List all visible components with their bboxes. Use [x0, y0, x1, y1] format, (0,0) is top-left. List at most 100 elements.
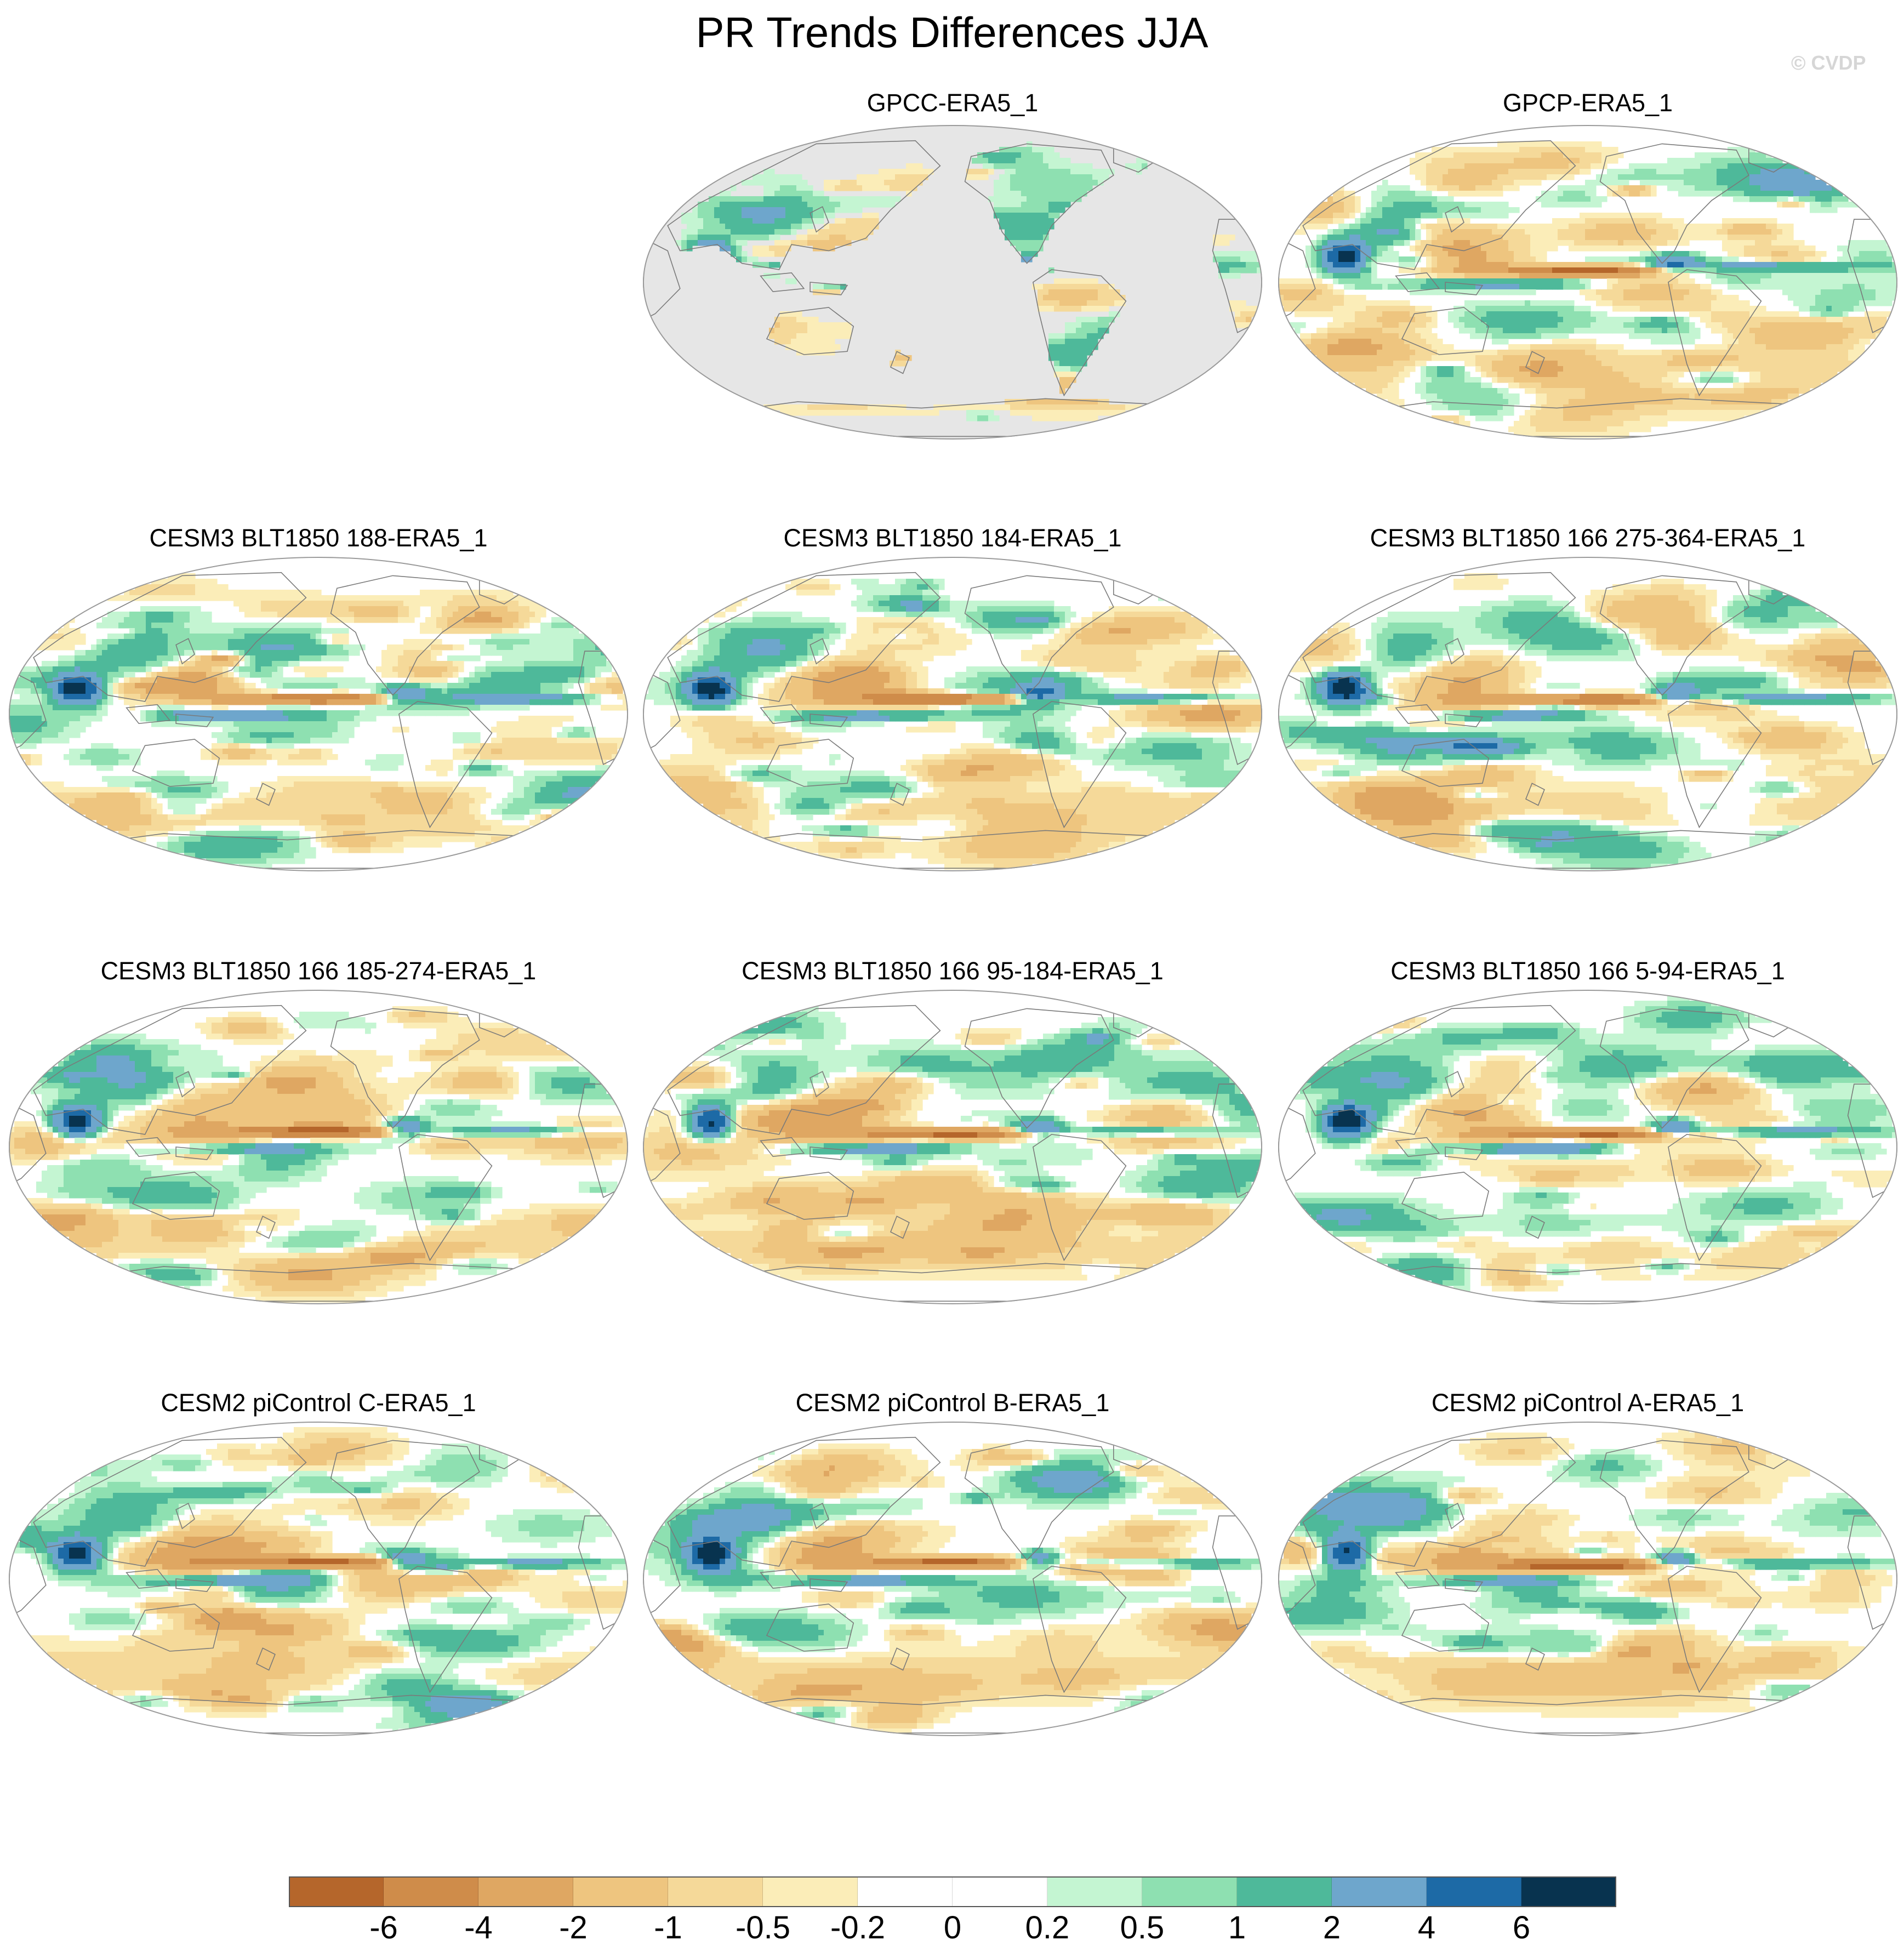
- contour-cell: [1662, 377, 1668, 383]
- contour-cell: [1432, 284, 1438, 290]
- contour-cell: [1760, 218, 1766, 224]
- contour-cell: [1081, 415, 1087, 421]
- contour-cell: [1881, 278, 1887, 284]
- contour-cell: [1410, 355, 1416, 361]
- contour-cell: [780, 311, 786, 317]
- contour-cell: [813, 328, 819, 334]
- contour-cell: [1432, 174, 1438, 180]
- contour-cell: [1640, 180, 1646, 186]
- contour-cell: [1426, 202, 1432, 208]
- contour-cell: [1344, 262, 1350, 268]
- contour-cell: [1437, 196, 1443, 202]
- contour-cell: [862, 235, 868, 241]
- contour-cell: [1645, 191, 1651, 197]
- contour-cell: [966, 169, 972, 175]
- contour-cell: [1689, 361, 1695, 367]
- contour-cell: [884, 410, 890, 416]
- contour-cell: [1580, 388, 1586, 394]
- contour-cell: [1689, 169, 1695, 175]
- contour-cell: [1453, 399, 1460, 405]
- contour-cell: [1799, 191, 1805, 197]
- contour-cell: [1667, 300, 1673, 306]
- contour-cell: [1558, 361, 1564, 367]
- contour-cell: [1426, 322, 1432, 328]
- contour-cell: [1536, 273, 1542, 279]
- contour-cell: [1815, 185, 1821, 191]
- contour-cell: [1766, 377, 1772, 383]
- contour-cell: [731, 185, 737, 191]
- contour-cell: [1585, 158, 1591, 164]
- contour-cell: [1684, 289, 1690, 295]
- contour-cell: [1656, 289, 1662, 295]
- contour-cell: [742, 235, 748, 241]
- contour-cell: [1634, 317, 1640, 323]
- contour-cell: [1355, 295, 1361, 301]
- contour-cell: [999, 202, 1005, 208]
- contour-cell: [1076, 317, 1082, 323]
- contour-cell: [1722, 399, 1728, 405]
- contour-cell: [1623, 169, 1629, 175]
- contour-cell: [1700, 311, 1706, 317]
- contour-cell: [1120, 404, 1126, 410]
- contour-cell: [1393, 207, 1399, 213]
- contour-cell: [1634, 169, 1640, 175]
- contour-cell: [1738, 191, 1745, 197]
- contour-cell: [1886, 289, 1892, 295]
- contour-cell: [1815, 251, 1821, 257]
- contour-cell: [1481, 246, 1487, 252]
- contour-cell: [1508, 383, 1514, 389]
- contour-cell: [1393, 235, 1399, 241]
- contour-cell: [1788, 256, 1794, 263]
- contour-cell: [895, 350, 901, 356]
- contour-cell: [802, 224, 808, 230]
- contour-cell: [846, 404, 852, 410]
- contour-cell: [1760, 311, 1766, 317]
- contour-cell: [1415, 169, 1421, 175]
- contour-cell: [1027, 399, 1033, 405]
- contour-cell: [868, 229, 874, 235]
- contour-cell: [1799, 289, 1805, 295]
- contour-cell: [1377, 185, 1383, 191]
- contour-cell: [1503, 322, 1509, 328]
- contour-cell: [1382, 224, 1388, 230]
- contour-cell: [769, 235, 775, 241]
- contour-cell: [1552, 339, 1558, 345]
- contour-cell: [1404, 229, 1410, 235]
- contour-cell: [818, 328, 824, 334]
- contour-cell: [1662, 169, 1668, 175]
- contour-cell: [687, 213, 693, 219]
- contour-cell: [1640, 289, 1646, 295]
- contour-cell: [1235, 322, 1241, 328]
- contour-cell: [1766, 350, 1772, 356]
- contour-cell: [1596, 246, 1602, 252]
- contour-cell: [1443, 289, 1449, 295]
- contour-cell: [1306, 278, 1312, 284]
- contour-cell: [1596, 366, 1602, 372]
- contour-cell: [1766, 163, 1772, 169]
- contour-cell: [1711, 163, 1717, 169]
- contour-cell: [1475, 383, 1481, 389]
- contour-cell: [835, 284, 841, 290]
- contour-cell: [1054, 361, 1060, 367]
- contour-cell: [1843, 284, 1849, 290]
- contour-cell: [1667, 163, 1673, 169]
- contour-cell: [1311, 251, 1317, 257]
- contour-cell: [791, 185, 797, 191]
- contour-cell: [1481, 393, 1487, 400]
- contour-cell: [725, 218, 731, 224]
- contour-cell: [1306, 246, 1312, 252]
- contour-cell: [1760, 180, 1766, 186]
- contour-cell: [1470, 191, 1476, 197]
- contour-cell: [1371, 350, 1377, 356]
- contour-cell: [1837, 317, 1843, 323]
- contour-cell: [1475, 246, 1481, 252]
- contour-cell: [1645, 235, 1651, 241]
- contour-cell: [1547, 399, 1553, 405]
- contour-cell: [1651, 174, 1657, 180]
- contour-cell: [1492, 158, 1498, 164]
- contour-cell: [709, 218, 715, 224]
- contour-cell: [1410, 196, 1416, 202]
- contour-cell: [1558, 191, 1564, 197]
- contour-cell: [1733, 366, 1739, 372]
- contour-cell: [802, 196, 808, 202]
